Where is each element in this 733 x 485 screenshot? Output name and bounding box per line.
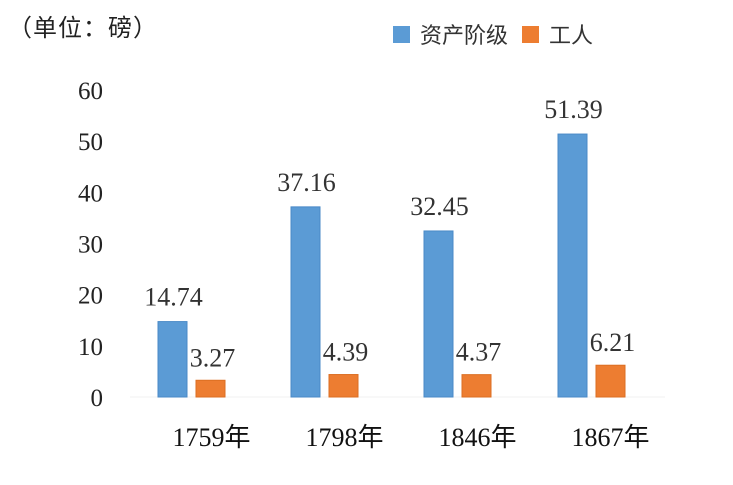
data-label-workers-3: 6.21: [590, 328, 636, 357]
data-label-workers-1: 4.39: [323, 338, 369, 367]
y-tick-label-0: 0: [91, 385, 104, 412]
x-tick-label-1: 1798年: [305, 423, 383, 452]
x-tick-label-0: 1759年: [172, 423, 250, 452]
legend-label-bourgeoisie: 资产阶级: [420, 24, 509, 49]
unit-label: （单位：磅）: [8, 14, 158, 42]
bar-bourgeoisie-0: [157, 321, 188, 398]
bar-workers-1: [328, 374, 359, 398]
bar-workers-0: [195, 379, 226, 398]
bar-workers-3: [595, 364, 626, 398]
y-tick-label-60: 60: [78, 78, 103, 105]
y-tick-label-50: 50: [78, 129, 103, 156]
y-tick-label-30: 30: [78, 232, 103, 259]
x-tick-label-3: 1867年: [571, 423, 649, 452]
chart-legend: 资产阶级 工人: [393, 18, 607, 50]
y-tick-label-20: 20: [78, 283, 103, 310]
legend-label-workers: 工人: [549, 24, 594, 49]
legend-swatch-workers: [522, 25, 540, 43]
data-label-bourgeoisie-2: 32.45: [410, 192, 469, 221]
y-tick-label-10: 10: [78, 334, 103, 361]
x-tick-label-2: 1846年: [438, 423, 516, 452]
bar-bourgeoisie-3: [557, 133, 588, 398]
bar-workers-2: [461, 374, 492, 398]
legend-item-workers: 工人: [522, 18, 593, 50]
y-tick-label-40: 40: [78, 180, 103, 207]
data-label-bourgeoisie-1: 37.16: [277, 168, 336, 197]
data-label-workers-0: 3.27: [190, 343, 236, 372]
bar-bourgeoisie-1: [290, 206, 321, 398]
legend-swatch-bourgeoisie: [393, 25, 410, 43]
data-label-bourgeoisie-3: 51.39: [544, 95, 603, 124]
legend-item-bourgeoisie: 资产阶级: [393, 18, 508, 50]
data-label-workers-2: 4.37: [456, 338, 502, 367]
bar-bourgeoisie-2: [423, 230, 454, 398]
data-label-bourgeoisie-0: 14.74: [144, 283, 203, 312]
